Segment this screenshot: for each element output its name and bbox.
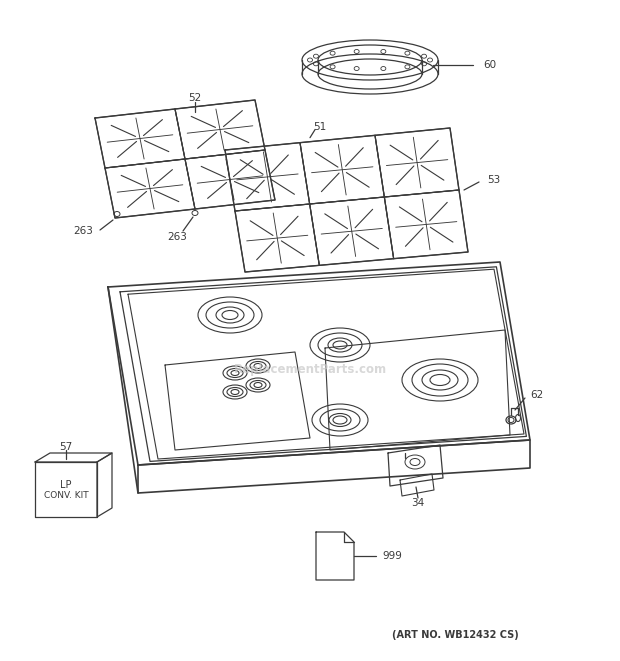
- Text: 52: 52: [188, 93, 202, 103]
- Text: 53: 53: [487, 175, 500, 185]
- Text: 57: 57: [60, 442, 73, 452]
- Text: CONV. KIT: CONV. KIT: [43, 491, 88, 500]
- Text: LP: LP: [60, 479, 72, 490]
- Text: 62: 62: [530, 390, 543, 400]
- Text: 60: 60: [483, 60, 496, 70]
- Text: ReplacementParts.com: ReplacementParts.com: [234, 364, 386, 377]
- Text: 999: 999: [382, 551, 402, 561]
- Text: 51: 51: [313, 122, 327, 132]
- Text: 263: 263: [73, 226, 93, 236]
- Text: (ART NO. WB12432 CS): (ART NO. WB12432 CS): [392, 630, 518, 640]
- Text: 34: 34: [412, 498, 425, 508]
- Text: 263: 263: [167, 232, 187, 242]
